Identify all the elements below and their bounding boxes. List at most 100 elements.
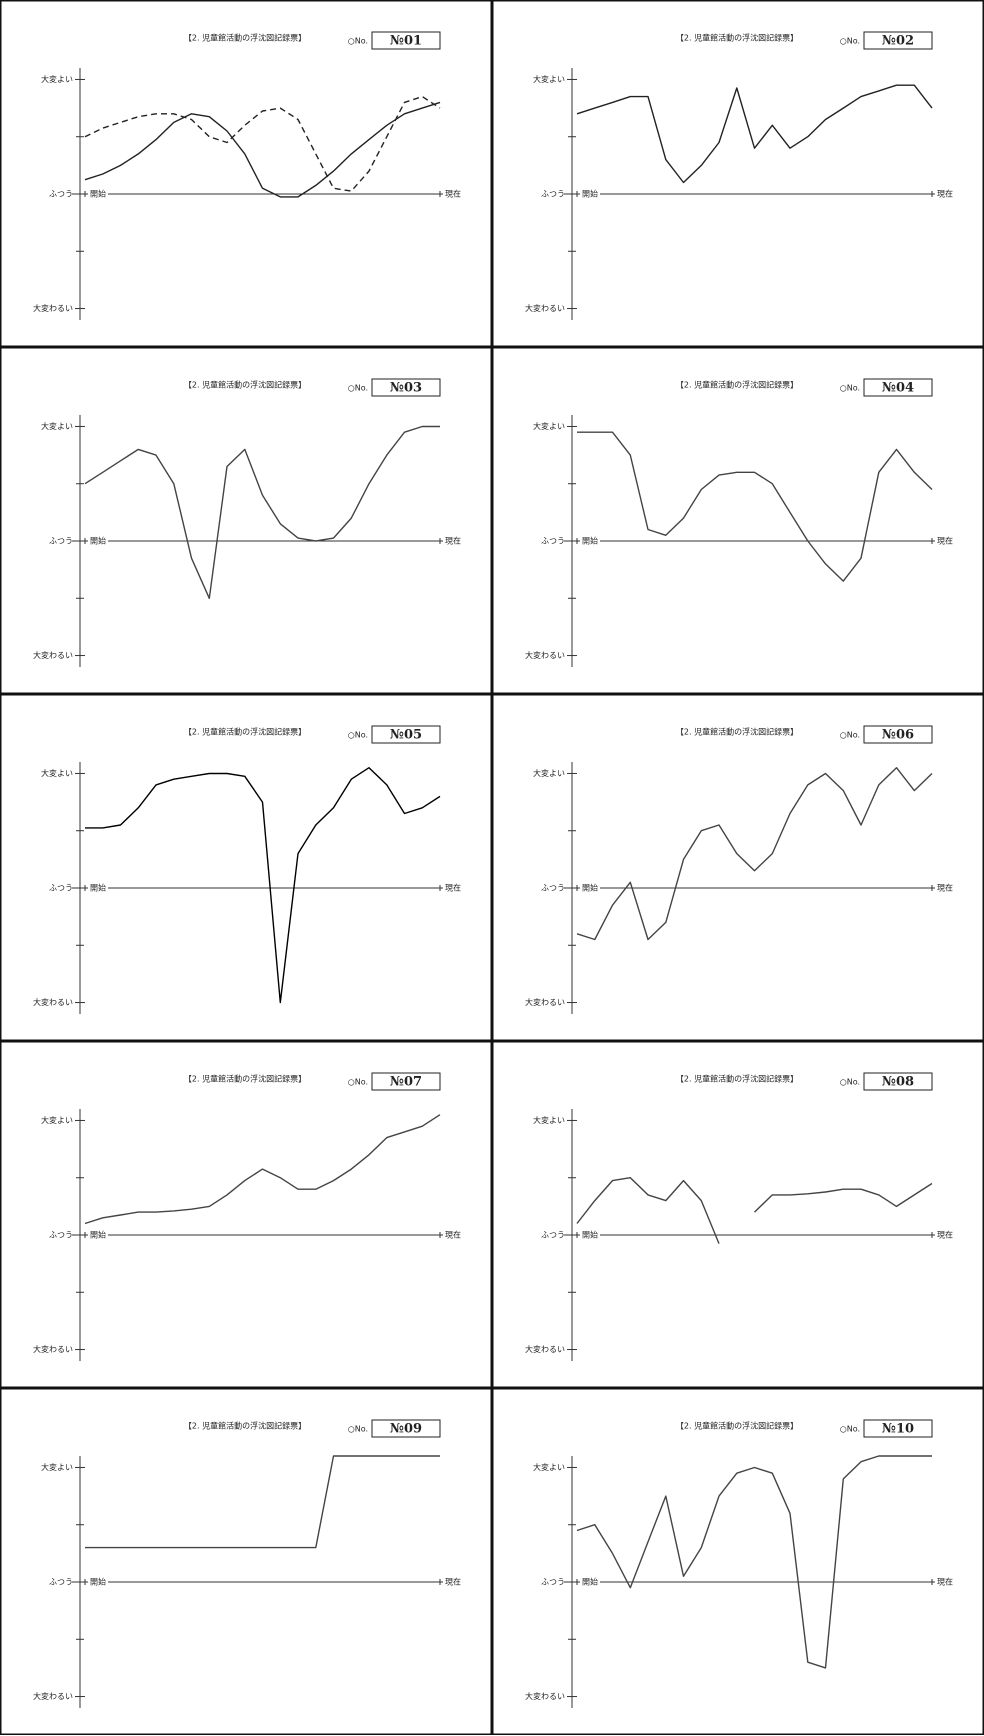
y-tick-label: 大変よい [533,1115,565,1125]
y-tick-label: 大変わるい [525,1344,565,1354]
x-tick-label: 現在 [445,189,461,199]
form-title: 【2. 児童館活動の浮沈図記録票】 [184,380,306,390]
x-tick-label: 開始 [582,1577,598,1587]
y-tick-label: 大変よい [41,1462,73,1472]
x-label-bg [88,883,108,893]
trend-line [576,84,933,184]
x-tick-label: 現在 [445,536,461,546]
id-box [371,725,441,744]
form-id: №02 [882,34,914,49]
panel-border [492,0,984,347]
y-tick-label: 大変よい [41,768,73,778]
y-tick-label: ふつう [49,537,73,546]
x-label-bg [443,883,463,893]
panel-border [492,1388,984,1735]
x-label-bg [88,1577,108,1587]
y-tick-label: 大変よい [533,1462,565,1472]
y-tick-label: 大変わるい [33,1344,73,1354]
form-id: №03 [390,381,422,396]
y-tick-label: ふつう [49,1231,73,1240]
form-id: №08 [882,1075,914,1090]
panel-border [492,347,984,694]
x-tick-label: 開始 [582,883,598,893]
id-box [371,31,441,50]
trend-line [84,425,440,599]
trend-line [84,101,441,198]
y-tick-label: ふつう [541,884,565,893]
panel-border [0,347,492,694]
y-tick-label: 大変よい [533,768,565,778]
id-box [863,725,933,744]
form-title: 【2. 児童館活動の浮沈図記録票】 [676,33,798,43]
x-tick-label: 現在 [937,883,953,893]
y-tick-label: 大変わるい [33,650,73,660]
form-title: 【2. 児童館活動の浮沈図記録票】 [676,380,798,390]
y-tick-label: ふつう [49,190,73,199]
y-tick-label: 大変よい [41,74,73,84]
form-id: №06 [882,728,914,743]
x-label-bg [580,536,600,546]
form-title: 【2. 児童館活動の浮沈図記録票】 [184,1074,306,1084]
x-tick-label: 開始 [90,1577,106,1587]
id-box [863,378,933,397]
form-title: 【2. 児童館活動の浮沈図記録票】 [676,727,798,737]
trend-line [576,1177,933,1244]
x-label-bg [580,883,600,893]
x-tick-label: 現在 [445,1577,461,1587]
x-label-bg [88,536,108,546]
x-tick-label: 開始 [90,1230,106,1240]
x-tick-label: 現在 [937,1230,953,1240]
x-label-bg [88,189,108,199]
no-label: ○No. [348,1425,368,1434]
x-tick-label: 開始 [90,536,106,546]
x-label-bg [935,536,955,546]
x-tick-label: 現在 [937,1577,953,1587]
x-tick-label: 現在 [937,189,953,199]
id-box [863,1419,933,1438]
form-id: №05 [390,728,422,743]
y-tick-label: 大変よい [533,421,565,431]
x-label-bg [935,1230,955,1240]
form-id: №10 [882,1422,914,1437]
id-box [371,1072,441,1091]
no-label: ○No. [348,384,368,393]
form-id: №04 [882,381,914,396]
x-tick-label: 開始 [90,189,106,199]
id-box [371,378,441,397]
y-tick-label: ふつう [49,1578,73,1587]
no-label: ○No. [840,1078,860,1087]
y-tick-label: 大変よい [41,1115,73,1125]
x-label-bg [443,536,463,546]
y-tick-label: ふつう [541,1231,565,1240]
no-label: ○No. [348,731,368,740]
x-label-bg [935,189,955,199]
x-label-bg [443,189,463,199]
x-tick-label: 開始 [582,1230,598,1240]
trend-line [84,95,441,192]
x-label-bg [580,189,600,199]
x-tick-label: 現在 [445,883,461,893]
trend-line [85,767,441,1004]
y-tick-label: 大変わるい [33,997,73,1007]
no-label: ○No. [840,731,860,740]
trend-line [85,1455,440,1549]
x-label-bg [443,1230,463,1240]
form-title: 【2. 児童館活動の浮沈図記録票】 [184,33,306,43]
no-label: ○No. [840,37,860,46]
y-tick-label: ふつう [541,1578,565,1587]
trend-line [84,1114,441,1225]
y-tick-label: 大変わるい [33,1691,73,1701]
x-tick-label: 開始 [582,189,598,199]
no-label: ○No. [840,384,860,393]
form-title: 【2. 児童館活動の浮沈図記録票】 [184,727,306,737]
id-box [863,1072,933,1091]
trend-line [577,431,933,582]
y-tick-label: 大変わるい [525,650,565,660]
x-label-bg [580,1230,600,1240]
x-tick-label: 開始 [582,536,598,546]
form-id: №01 [390,34,422,49]
y-tick-label: 大変よい [41,421,73,431]
panel-border [0,694,492,1041]
form-title: 【2. 児童館活動の浮沈図記録票】 [676,1074,798,1084]
